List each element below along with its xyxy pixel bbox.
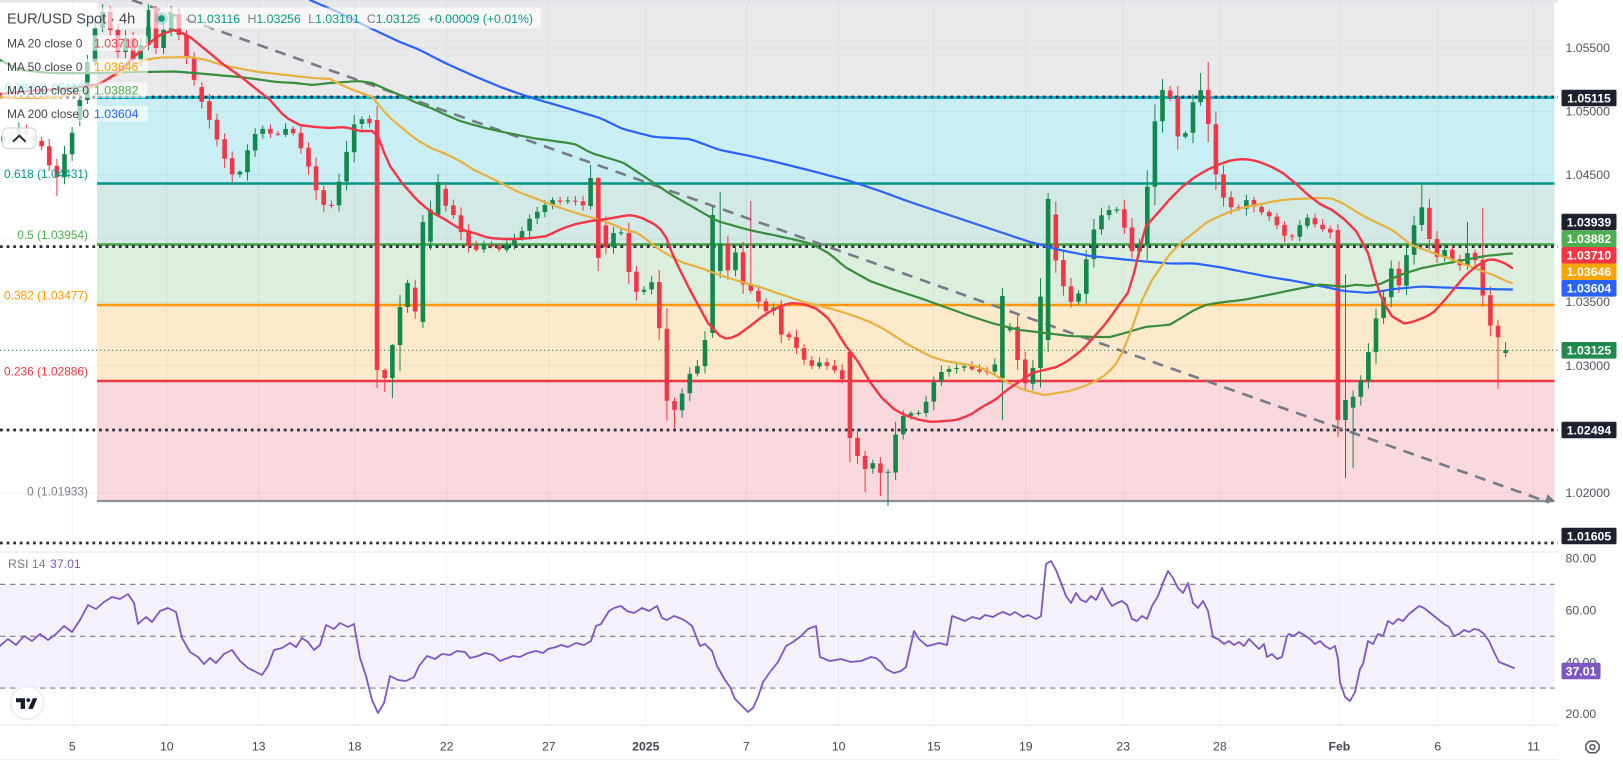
svg-text:1.01605: 1.01605 bbox=[1567, 529, 1612, 543]
svg-text:1.03116: 1.03116 bbox=[197, 12, 241, 26]
svg-text:1.03604: 1.03604 bbox=[94, 107, 139, 121]
svg-text:1.03646: 1.03646 bbox=[94, 60, 139, 74]
svg-text:10: 10 bbox=[832, 740, 846, 754]
svg-text:1.04500: 1.04500 bbox=[1566, 168, 1611, 182]
svg-text:MA 20 close 0: MA 20 close 0 bbox=[7, 36, 83, 50]
svg-text:0.382 (1.03477): 0.382 (1.03477) bbox=[4, 289, 88, 303]
svg-text:1.03125: 1.03125 bbox=[1567, 344, 1612, 358]
svg-text:13: 13 bbox=[252, 740, 266, 754]
svg-text:1.05115: 1.05115 bbox=[1567, 91, 1611, 105]
svg-text:23: 23 bbox=[1116, 740, 1130, 754]
svg-text:18: 18 bbox=[348, 740, 362, 754]
svg-text:+0.00009 (+0.01%): +0.00009 (+0.01%) bbox=[428, 12, 533, 26]
svg-text:1.02494: 1.02494 bbox=[1567, 423, 1612, 437]
svg-text:0 (1.01933): 0 (1.01933) bbox=[27, 485, 88, 499]
svg-text:11: 11 bbox=[1527, 740, 1540, 754]
svg-text:10: 10 bbox=[160, 740, 174, 754]
svg-text:19: 19 bbox=[1019, 740, 1033, 754]
svg-text:1.05500: 1.05500 bbox=[1566, 41, 1611, 55]
svg-text:L: L bbox=[308, 12, 315, 26]
svg-text:0.618 (1.04431): 0.618 (1.04431) bbox=[4, 167, 88, 181]
svg-text:80.00: 80.00 bbox=[1566, 552, 1597, 566]
svg-text:28: 28 bbox=[1213, 740, 1227, 754]
svg-text:7: 7 bbox=[743, 740, 750, 754]
svg-text:1.03101: 1.03101 bbox=[315, 12, 360, 26]
svg-text:MA 50 close 0: MA 50 close 0 bbox=[7, 60, 83, 74]
svg-text:1.03256: 1.03256 bbox=[256, 12, 301, 26]
svg-text:C: C bbox=[367, 12, 376, 26]
svg-text:15: 15 bbox=[927, 740, 941, 754]
svg-text:0.236 (1.02886): 0.236 (1.02886) bbox=[4, 365, 88, 379]
svg-text:1.03710: 1.03710 bbox=[94, 36, 139, 50]
svg-text:20.00: 20.00 bbox=[1566, 707, 1597, 721]
svg-text:0.5 (1.03954): 0.5 (1.03954) bbox=[17, 228, 88, 242]
svg-text:6: 6 bbox=[1434, 740, 1441, 754]
svg-text:1.03882: 1.03882 bbox=[94, 84, 139, 98]
svg-text:37.01: 37.01 bbox=[1566, 664, 1597, 678]
svg-text:O: O bbox=[187, 12, 197, 26]
svg-text:1.05000: 1.05000 bbox=[1566, 105, 1611, 119]
svg-text:22: 22 bbox=[440, 740, 454, 754]
svg-text:1.03000: 1.03000 bbox=[1566, 359, 1611, 373]
svg-text:MA 100 close 0: MA 100 close 0 bbox=[7, 84, 89, 98]
svg-text:1.03500: 1.03500 bbox=[1566, 295, 1611, 309]
svg-text:1.03939: 1.03939 bbox=[1567, 215, 1612, 229]
svg-text:EUR/USD Spot · 4h: EUR/USD Spot · 4h bbox=[7, 12, 135, 28]
svg-text:1.03710: 1.03710 bbox=[1567, 249, 1612, 263]
svg-text:60.00: 60.00 bbox=[1566, 604, 1597, 618]
svg-text:5: 5 bbox=[69, 740, 76, 754]
svg-text:RSI 14: RSI 14 bbox=[8, 557, 46, 571]
svg-text:1.03882: 1.03882 bbox=[1567, 232, 1612, 246]
svg-text:27: 27 bbox=[542, 740, 556, 754]
svg-text:H: H bbox=[248, 12, 257, 26]
svg-text:2025: 2025 bbox=[632, 740, 660, 754]
svg-text:1.03125: 1.03125 bbox=[376, 12, 421, 26]
svg-text:MA 200 close 0: MA 200 close 0 bbox=[7, 107, 89, 121]
svg-text:1.03604: 1.03604 bbox=[1567, 282, 1612, 296]
svg-text:Feb: Feb bbox=[1328, 740, 1350, 754]
svg-text:37.01: 37.01 bbox=[50, 557, 81, 571]
svg-text:1.03646: 1.03646 bbox=[1567, 265, 1612, 279]
svg-text:1.02000: 1.02000 bbox=[1566, 486, 1611, 500]
